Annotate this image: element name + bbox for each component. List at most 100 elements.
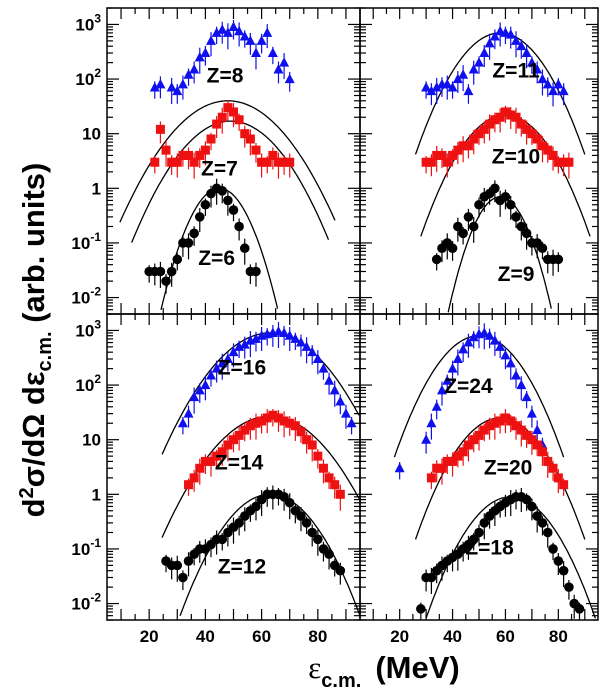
data-point-triangle bbox=[211, 27, 222, 37]
data-point-square bbox=[448, 456, 458, 466]
y-tick-label: 10 bbox=[82, 125, 101, 144]
data-point-circle bbox=[324, 549, 334, 560]
data-point-triangle bbox=[279, 327, 290, 337]
data-point-triangle bbox=[245, 35, 256, 45]
y-tick-base: 1 bbox=[92, 485, 101, 504]
data-point-square bbox=[522, 124, 532, 134]
data-point-square bbox=[313, 451, 323, 461]
series-Z=18 bbox=[416, 487, 597, 620]
data-point-triangle bbox=[426, 85, 437, 96]
data-point-triangle bbox=[558, 85, 569, 96]
data-point-square bbox=[150, 157, 160, 167]
data-point-circle bbox=[458, 228, 468, 239]
x-tick-label: 20 bbox=[140, 627, 159, 646]
data-point-square bbox=[506, 416, 516, 426]
y-tick-exponent: 2 bbox=[94, 372, 101, 386]
data-point-square bbox=[485, 421, 495, 431]
ylabel-mid: σ/dΩ dε bbox=[16, 371, 51, 487]
data-point-circle bbox=[468, 221, 479, 232]
data-point-circle bbox=[335, 565, 346, 576]
data-point-circle bbox=[553, 556, 564, 566]
data-point-square bbox=[479, 425, 489, 435]
data-point-square bbox=[335, 489, 345, 499]
data-point-circle bbox=[548, 544, 558, 554]
data-point-triangle bbox=[442, 78, 453, 89]
data-point-square bbox=[474, 430, 484, 440]
y-tick-exponent: 2 bbox=[94, 66, 101, 80]
data-point-triangle bbox=[489, 31, 500, 41]
data-point-circle bbox=[223, 195, 233, 206]
data-point-circle bbox=[234, 518, 244, 528]
data-point-triangle bbox=[234, 25, 245, 36]
data-point-triangle bbox=[447, 82, 458, 92]
data-point-triangle bbox=[458, 69, 469, 79]
tick-labels-group: 20 40 60 80 20 40 60 8010-210-111010210310-210-… bbox=[71, 11, 567, 646]
data-point-circle bbox=[505, 199, 516, 210]
series-Z=7 bbox=[131, 100, 330, 243]
data-point-circle bbox=[574, 604, 585, 614]
data-point-square bbox=[511, 421, 521, 431]
data-point-triangle bbox=[318, 363, 329, 373]
data-point-square bbox=[200, 145, 210, 155]
data-point-square bbox=[251, 145, 261, 155]
data-point-square bbox=[516, 425, 526, 435]
data-point-square bbox=[240, 425, 250, 435]
data-point-square bbox=[421, 157, 431, 167]
data-point-square bbox=[490, 115, 500, 125]
data-point-square bbox=[479, 124, 489, 134]
data-point-circle bbox=[183, 556, 194, 566]
data-point-triangle bbox=[421, 434, 432, 444]
series-label: Z=11 bbox=[492, 59, 540, 82]
data-point-circle bbox=[521, 494, 532, 505]
data-point-triangle bbox=[340, 408, 351, 418]
data-point-triangle bbox=[194, 384, 205, 395]
data-point-square bbox=[229, 435, 238, 445]
data-point-circle bbox=[172, 560, 183, 571]
x-tick-label: 40 bbox=[196, 627, 215, 646]
data-point-triangle bbox=[312, 353, 323, 364]
y-tick-exponent: 3 bbox=[94, 11, 101, 25]
data-point-triangle bbox=[301, 341, 312, 351]
data-point-square bbox=[279, 416, 289, 426]
data-point-square bbox=[223, 103, 233, 113]
data-point-circle bbox=[431, 254, 442, 265]
y-tick-label: 10-2 bbox=[71, 591, 101, 614]
data-point-square bbox=[223, 440, 233, 450]
data-point-triangle bbox=[200, 47, 211, 58]
series-label: Z=8 bbox=[207, 65, 244, 88]
data-point-circle bbox=[474, 527, 484, 538]
y-tick-label: 1 bbox=[92, 485, 101, 504]
x-tick-label: 60 bbox=[496, 627, 515, 646]
data-point-triangle bbox=[463, 337, 474, 347]
series-Z=24 bbox=[393, 323, 565, 480]
data-point-triangle bbox=[532, 63, 543, 74]
data-point-square bbox=[500, 413, 510, 423]
data-point-square bbox=[426, 473, 436, 483]
series-label: Z=20 bbox=[484, 457, 532, 480]
series-label: Z=16 bbox=[218, 356, 266, 379]
fit-curve bbox=[131, 120, 330, 243]
data-point-square bbox=[172, 157, 182, 167]
data-point-square bbox=[527, 129, 537, 139]
data-point-square bbox=[234, 430, 244, 440]
data-point-square bbox=[257, 416, 267, 426]
series-Z=14 bbox=[161, 409, 360, 538]
y-tick-base: 10 bbox=[71, 595, 90, 614]
data-point-triangle bbox=[183, 69, 194, 79]
data-point-square bbox=[195, 463, 205, 473]
data-point-triangle bbox=[256, 35, 267, 45]
ylabel-post: (arb. units) bbox=[16, 163, 51, 332]
y-tick-exponent: -1 bbox=[90, 230, 101, 244]
data-point-circle bbox=[296, 511, 306, 521]
data-point-triangle bbox=[516, 379, 527, 390]
data-point-square bbox=[469, 435, 479, 445]
y-tick-label: 102 bbox=[75, 372, 101, 395]
data-point-square bbox=[290, 421, 300, 431]
series-Z=11 bbox=[414, 22, 586, 155]
data-point-square bbox=[285, 157, 295, 167]
data-point-square bbox=[318, 463, 328, 473]
data-point-triangle bbox=[279, 57, 290, 67]
data-point-square bbox=[458, 141, 468, 151]
data-point-square bbox=[324, 473, 334, 483]
data-point-triangle bbox=[329, 384, 340, 395]
